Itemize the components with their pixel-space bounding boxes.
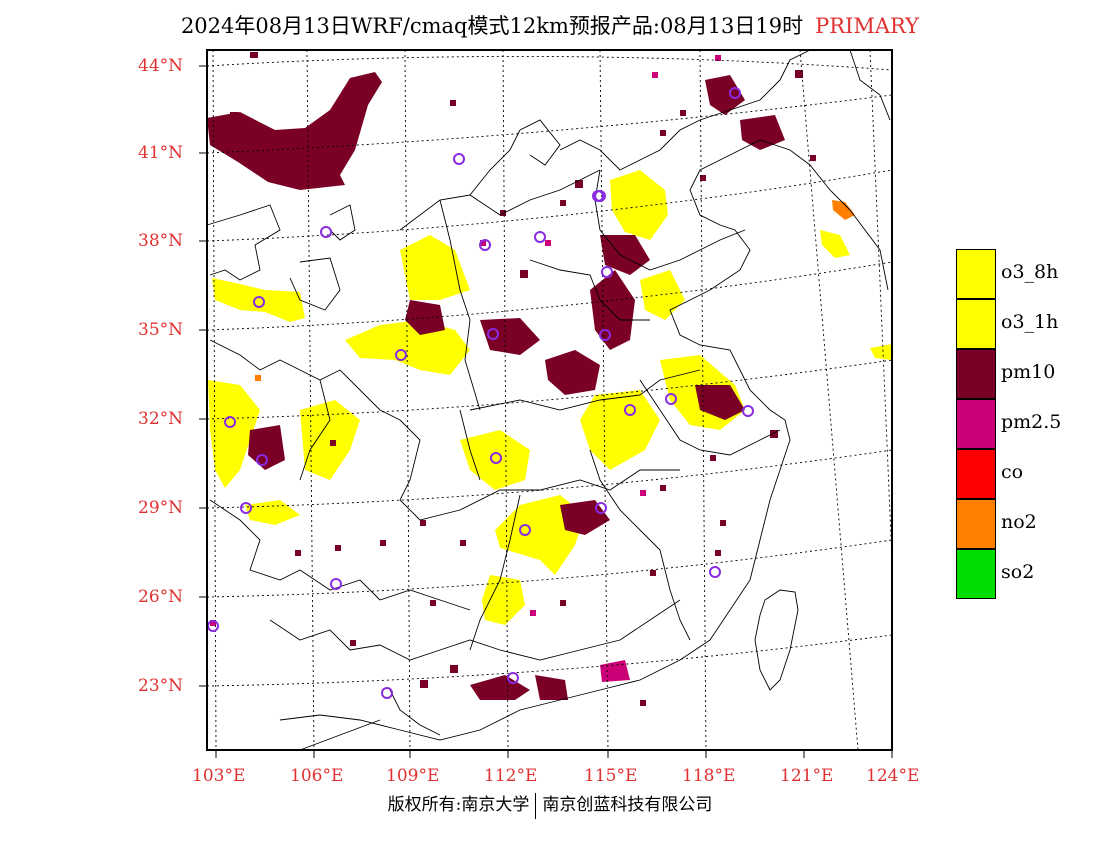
lon-label: 121°E	[780, 766, 834, 786]
o3-area	[580, 390, 660, 470]
lon-label: 109°E	[386, 766, 440, 786]
footer-left: 版权所有:南京大学	[387, 795, 530, 815]
copyright-footer: 版权所有:南京大学 南京创蓝科技有限公司	[0, 790, 1100, 819]
pm10-area	[470, 675, 530, 700]
lon-label: 106°E	[290, 766, 344, 786]
boundaries	[206, 49, 891, 751]
pm10-area	[535, 675, 568, 700]
title-main: 2024年08月13日WRF/cmaq模式12km预报产品:08月13日19时	[180, 14, 804, 38]
lon-label: 115°E	[584, 766, 638, 786]
pm10-area	[600, 235, 650, 275]
lon-label: 124°E	[866, 766, 920, 786]
pollutant-layer	[207, 72, 892, 700]
pm10-area	[207, 72, 382, 190]
footer-right: 南京创蓝科技有限公司	[542, 795, 713, 815]
legend-label: pm10	[1001, 361, 1056, 383]
lat-label: 26°N	[138, 587, 184, 607]
legend-swatch	[956, 499, 996, 549]
pm10-area	[405, 300, 445, 335]
tick-marks	[199, 65, 893, 758]
lat-label: 32°N	[138, 409, 184, 429]
legend-label: no2	[1001, 511, 1037, 533]
lat-label: 35°N	[138, 320, 184, 340]
legend-label: co	[1001, 461, 1024, 483]
o3-area	[482, 575, 525, 625]
o3-area	[208, 380, 260, 488]
o3-area	[400, 235, 470, 300]
legend-label: pm2.5	[1001, 411, 1062, 433]
o3-area	[460, 430, 530, 490]
legend-swatch	[956, 449, 996, 499]
lon-label: 103°E	[192, 766, 246, 786]
graticule	[206, 49, 893, 751]
legend-swatch	[956, 249, 996, 299]
station-markers	[207, 87, 754, 699]
map-title: 2024年08月13日WRF/cmaq模式12km预报产品:08月13日19时 P…	[0, 10, 1100, 40]
o3-area	[820, 230, 850, 258]
no2-area	[832, 200, 855, 220]
title-tag-primary: PRIMARY	[815, 14, 920, 38]
lat-label: 41°N	[138, 143, 184, 163]
pm10-area	[590, 270, 635, 350]
legend-label: so2	[1001, 561, 1035, 583]
pm10-area	[740, 115, 785, 150]
pm25-area	[600, 660, 630, 682]
o3-area	[245, 500, 300, 525]
pm10-area	[560, 500, 610, 535]
legend-label: o3_1h	[1001, 311, 1059, 333]
o3-area	[345, 320, 470, 375]
legend-label: o3_8h	[1001, 261, 1059, 283]
lat-label: 29°N	[138, 498, 184, 518]
scatter-pixels	[210, 52, 816, 706]
legend-swatch	[956, 399, 996, 449]
lon-label: 112°E	[484, 766, 538, 786]
pm10-area	[480, 318, 540, 355]
pm10-area	[545, 350, 600, 395]
o3-area	[610, 170, 668, 240]
legend-swatch	[956, 349, 996, 399]
map-frame	[206, 49, 893, 751]
legend-swatch	[956, 299, 996, 349]
lat-label: 38°N	[138, 231, 184, 251]
o3-area	[870, 344, 892, 360]
o3-area	[212, 278, 305, 322]
footer-separator	[535, 792, 537, 819]
pm10-area	[705, 75, 745, 115]
lon-label: 118°E	[682, 766, 736, 786]
pm10-area	[695, 385, 745, 420]
lat-label: 23°N	[138, 676, 184, 696]
legend-swatch	[956, 549, 996, 599]
lat-label: 44°N	[138, 56, 184, 76]
